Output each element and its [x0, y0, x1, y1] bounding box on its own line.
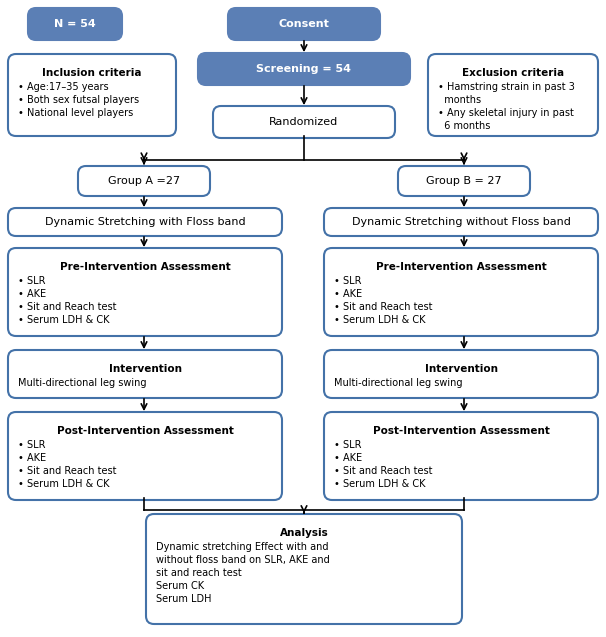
FancyBboxPatch shape: [324, 350, 598, 398]
FancyBboxPatch shape: [146, 514, 462, 624]
Text: • SLR: • SLR: [18, 440, 45, 450]
FancyBboxPatch shape: [8, 412, 282, 500]
Text: Multi-directional leg swing: Multi-directional leg swing: [334, 378, 462, 388]
Text: Exclusion criteria: Exclusion criteria: [462, 68, 564, 78]
Text: • Age:17–35 years: • Age:17–35 years: [18, 82, 108, 92]
Text: 6 months: 6 months: [438, 121, 490, 131]
Text: Dynamic stretching Effect with and: Dynamic stretching Effect with and: [156, 542, 328, 552]
FancyBboxPatch shape: [398, 166, 530, 196]
Text: • Sit and Reach test: • Sit and Reach test: [18, 466, 116, 476]
Text: • SLR: • SLR: [334, 276, 362, 286]
Text: Post-Intervention Assessment: Post-Intervention Assessment: [56, 426, 233, 436]
FancyBboxPatch shape: [8, 208, 282, 236]
Text: • Serum LDH & CK: • Serum LDH & CK: [334, 479, 425, 489]
FancyBboxPatch shape: [8, 248, 282, 336]
Text: Intervention: Intervention: [108, 364, 182, 374]
Text: • Any skeletal injury in past: • Any skeletal injury in past: [438, 108, 574, 118]
Text: Group B = 27: Group B = 27: [426, 176, 502, 186]
FancyBboxPatch shape: [228, 8, 380, 40]
Text: Intervention: Intervention: [424, 364, 498, 374]
FancyBboxPatch shape: [428, 54, 598, 136]
Text: • Hamstring strain in past 3: • Hamstring strain in past 3: [438, 82, 575, 92]
Text: Multi-directional leg swing: Multi-directional leg swing: [18, 378, 147, 388]
Text: Consent: Consent: [279, 19, 330, 29]
Text: • Serum LDH & CK: • Serum LDH & CK: [334, 315, 425, 325]
Text: Dynamic Stretching without Floss band: Dynamic Stretching without Floss band: [351, 217, 570, 227]
Text: without floss band on SLR, AKE and: without floss band on SLR, AKE and: [156, 555, 330, 565]
Text: sit and reach test: sit and reach test: [156, 568, 242, 578]
Text: • Sit and Reach test: • Sit and Reach test: [334, 302, 433, 312]
Text: • Serum LDH & CK: • Serum LDH & CK: [18, 479, 110, 489]
FancyBboxPatch shape: [28, 8, 122, 40]
Text: Screening = 54: Screening = 54: [256, 64, 351, 74]
Text: Analysis: Analysis: [279, 528, 328, 538]
FancyBboxPatch shape: [8, 350, 282, 398]
Text: Post-Intervention Assessment: Post-Intervention Assessment: [373, 426, 550, 436]
Text: Pre-Intervention Assessment: Pre-Intervention Assessment: [59, 262, 230, 272]
FancyBboxPatch shape: [8, 54, 176, 136]
Text: Dynamic Stretching with Floss band: Dynamic Stretching with Floss band: [45, 217, 245, 227]
Text: Group A =27: Group A =27: [108, 176, 180, 186]
Text: • Sit and Reach test: • Sit and Reach test: [334, 466, 433, 476]
Text: • National level players: • National level players: [18, 108, 133, 118]
FancyBboxPatch shape: [213, 106, 395, 138]
Text: Serum LDH: Serum LDH: [156, 594, 211, 604]
Text: • AKE: • AKE: [334, 453, 362, 463]
Text: Inclusion criteria: Inclusion criteria: [42, 68, 142, 78]
Text: Randomized: Randomized: [270, 117, 339, 127]
FancyBboxPatch shape: [324, 208, 598, 236]
Text: • AKE: • AKE: [334, 289, 362, 299]
Text: • SLR: • SLR: [18, 276, 45, 286]
Text: Pre-Intervention Assessment: Pre-Intervention Assessment: [376, 262, 547, 272]
Text: • Serum LDH & CK: • Serum LDH & CK: [18, 315, 110, 325]
FancyBboxPatch shape: [198, 53, 410, 85]
Text: • Sit and Reach test: • Sit and Reach test: [18, 302, 116, 312]
FancyBboxPatch shape: [78, 166, 210, 196]
Text: N = 54: N = 54: [54, 19, 96, 29]
Text: • AKE: • AKE: [18, 289, 46, 299]
Text: Serum CK: Serum CK: [156, 581, 204, 591]
FancyBboxPatch shape: [324, 248, 598, 336]
Text: • AKE: • AKE: [18, 453, 46, 463]
Text: • Both sex futsal players: • Both sex futsal players: [18, 95, 139, 105]
Text: • SLR: • SLR: [334, 440, 362, 450]
Text: months: months: [438, 95, 481, 105]
FancyBboxPatch shape: [324, 412, 598, 500]
